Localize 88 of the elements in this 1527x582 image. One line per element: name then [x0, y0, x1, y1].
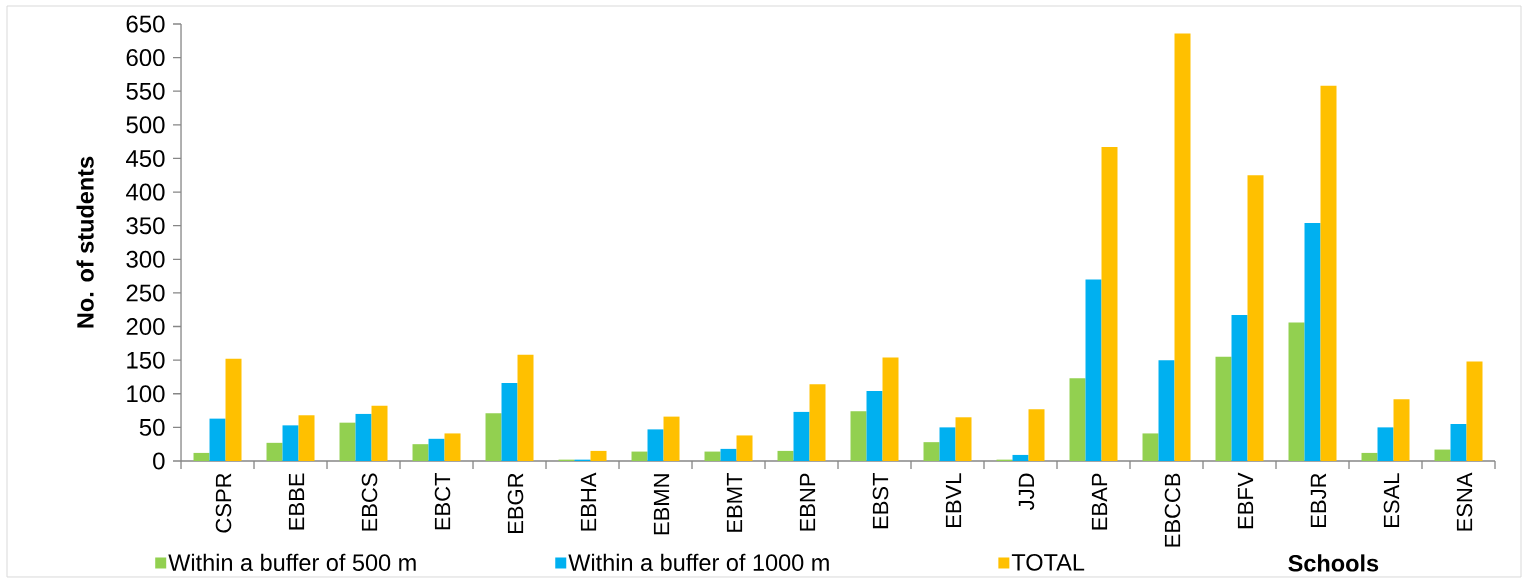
x-tick-label: EBFV [1237, 472, 1254, 529]
bar [1101, 147, 1118, 461]
bar [225, 358, 242, 461]
legend-label: TOTAL [1011, 554, 1085, 571]
bar [1450, 424, 1467, 461]
bar [866, 391, 883, 461]
x-tick-label: EBCT [434, 473, 451, 530]
legend-label: Within a buffer of 1000 m [568, 553, 829, 571]
y-tick-label: 400 [126, 183, 165, 201]
x-tick-label: EBJR [1310, 473, 1327, 527]
bar [631, 451, 648, 461]
x-axis-title: Schools [1288, 554, 1379, 572]
y-tick-label: 50 [139, 418, 165, 436]
bar [1466, 361, 1483, 461]
x-tick-label: EBMT [726, 473, 743, 532]
bar [955, 417, 972, 461]
x-tick-label: EBAP [1091, 473, 1108, 530]
bar [590, 450, 607, 461]
bar [282, 425, 299, 461]
y-tick-label: 300 [126, 250, 165, 268]
x-tick-label: EBNP [799, 473, 816, 531]
bar [736, 435, 753, 461]
bar [1158, 360, 1175, 461]
bar [1393, 399, 1410, 461]
bar [939, 427, 956, 461]
bar [704, 451, 721, 461]
y-tick-label: 450 [126, 149, 165, 167]
bar [371, 405, 388, 461]
x-tick-label: JJD [1018, 473, 1035, 511]
x-tick-label: ESAL [1383, 473, 1400, 527]
bar [1434, 449, 1451, 461]
bar [355, 413, 372, 461]
y-tick-label: 150 [127, 351, 165, 369]
bar [1085, 279, 1102, 461]
bar [720, 448, 737, 461]
bar [1028, 409, 1045, 461]
x-tick-label: EBCS [361, 473, 378, 531]
y-tick-label: 350 [126, 217, 165, 235]
bar [1304, 222, 1321, 461]
bar [647, 429, 664, 461]
x-tick-label: EBMN [653, 474, 670, 535]
y-tick-label: 0 [153, 452, 165, 470]
x-tick-label: EBVL [945, 473, 962, 527]
legend-label: Within a buffer of 500 m [168, 553, 416, 571]
y-tick-label: 200 [126, 318, 165, 336]
bar [209, 418, 226, 461]
bar [517, 354, 534, 461]
bar [428, 438, 445, 461]
bar [793, 411, 810, 461]
y-tick-label: 250 [126, 284, 165, 302]
bar [298, 415, 315, 461]
bar [923, 442, 940, 461]
bar [1142, 433, 1159, 461]
y-axis-title: No. of students [76, 156, 94, 328]
y-tick-label: 600 [126, 49, 165, 67]
bar [1320, 85, 1337, 461]
bar [1231, 315, 1248, 461]
bar [1174, 33, 1191, 461]
bar [1215, 356, 1232, 461]
bar [777, 450, 794, 461]
y-tick-label: 100 [127, 385, 165, 403]
bar [882, 357, 899, 461]
bar [809, 384, 826, 461]
y-tick-label: 550 [126, 82, 165, 100]
bar [501, 383, 518, 461]
bar [412, 444, 429, 461]
bar [339, 422, 356, 461]
bar [485, 413, 502, 461]
x-tick-label: CSPR [215, 473, 232, 533]
x-tick-label: EBBE [288, 473, 305, 530]
x-tick-label: EBGR [507, 473, 524, 534]
y-tick-label: 500 [126, 116, 165, 134]
bar [266, 442, 283, 461]
bar [1012, 454, 1029, 461]
bar [663, 416, 680, 461]
bar [1361, 452, 1378, 461]
bar [193, 452, 210, 461]
bar [1069, 378, 1086, 461]
bar [444, 433, 461, 461]
bar [1288, 322, 1305, 461]
x-tick-label: EBHA [580, 472, 597, 531]
x-tick-label: EBST [872, 473, 889, 529]
bar [850, 411, 867, 461]
x-tick-label: ESNA [1456, 472, 1473, 531]
bar [1377, 427, 1394, 461]
y-tick-label: 650 [126, 15, 165, 33]
bar [1247, 175, 1264, 461]
x-tick-label: EBCCB [1164, 473, 1181, 547]
